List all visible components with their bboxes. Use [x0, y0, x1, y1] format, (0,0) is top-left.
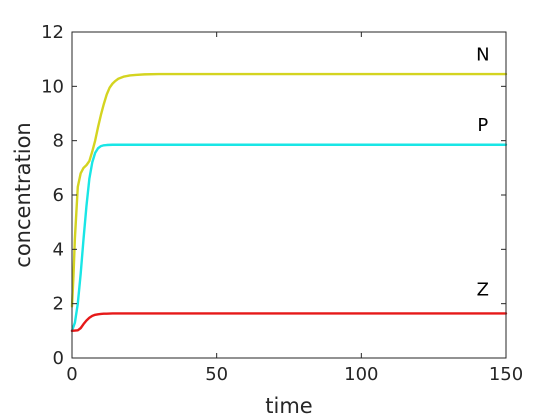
x-tick-label: 0	[66, 364, 77, 385]
y-tick-label: 10	[41, 76, 64, 97]
y-tick-label: 12	[41, 22, 64, 43]
x-axis-label: time	[265, 394, 312, 418]
series-line-P	[70, 143, 508, 333]
tick-labels-layer: 0 50 100 150 0 2 4 6 8 10 12	[41, 22, 523, 385]
series-layer	[70, 72, 508, 333]
y-tick-label: 0	[53, 348, 64, 369]
series-line-N	[70, 72, 508, 308]
y-tick-label: 8	[53, 131, 64, 152]
y-tick-label: 4	[53, 239, 64, 260]
annotation-P: P	[477, 115, 488, 136]
ticks-layer	[71, 31, 507, 359]
x-tick-label: 100	[344, 364, 378, 385]
plot-area	[72, 32, 506, 358]
y-tick-label: 6	[53, 185, 64, 206]
annotation-Z: Z	[477, 280, 489, 301]
x-tick-label: 50	[205, 364, 228, 385]
annotation-N: N	[476, 45, 489, 66]
x-tick-label: 150	[489, 364, 523, 385]
y-tick-label: 2	[53, 294, 64, 315]
annotations-layer: N P Z	[476, 45, 489, 301]
y-axis-label: concentration	[11, 122, 35, 267]
series-line-Z	[70, 312, 508, 333]
